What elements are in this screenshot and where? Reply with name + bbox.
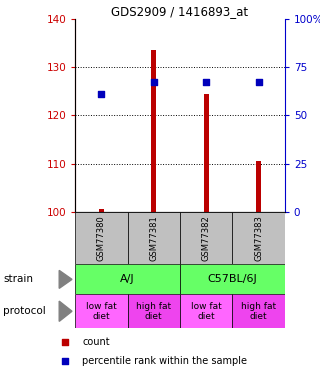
Title: GDS2909 / 1416893_at: GDS2909 / 1416893_at [111, 4, 249, 18]
Bar [180, 212, 232, 264]
Bar [128, 294, 180, 328]
Point [62, 339, 68, 345]
Bar [232, 294, 285, 328]
Text: strain: strain [3, 274, 33, 284]
Text: GSM77381: GSM77381 [149, 215, 158, 261]
Text: A/J: A/J [120, 274, 135, 284]
Bar [256, 161, 261, 212]
Text: GSM77382: GSM77382 [202, 215, 211, 261]
Bar [75, 212, 128, 264]
Point [151, 78, 156, 84]
Text: GSM77380: GSM77380 [97, 215, 106, 261]
Bar [204, 94, 209, 212]
Bar [232, 212, 285, 264]
Point [204, 78, 209, 84]
Bar [128, 212, 180, 264]
Text: protocol: protocol [3, 306, 46, 316]
Polygon shape [59, 301, 72, 321]
Point [62, 358, 68, 364]
Text: C57BL/6J: C57BL/6J [208, 274, 257, 284]
Bar [180, 294, 232, 328]
Text: percentile rank within the sample: percentile rank within the sample [82, 356, 247, 366]
Text: low fat
diet: low fat diet [191, 302, 221, 321]
Text: count: count [82, 337, 110, 347]
Bar [180, 264, 285, 294]
Text: high fat
diet: high fat diet [241, 302, 276, 321]
Point [256, 78, 261, 84]
Text: low fat
diet: low fat diet [86, 302, 117, 321]
Bar [75, 264, 180, 294]
Bar [99, 210, 104, 212]
Text: GSM77383: GSM77383 [254, 215, 263, 261]
Bar [75, 294, 128, 328]
Point [99, 91, 104, 97]
Text: high fat
diet: high fat diet [136, 302, 172, 321]
Polygon shape [59, 270, 72, 288]
Bar [151, 50, 156, 212]
